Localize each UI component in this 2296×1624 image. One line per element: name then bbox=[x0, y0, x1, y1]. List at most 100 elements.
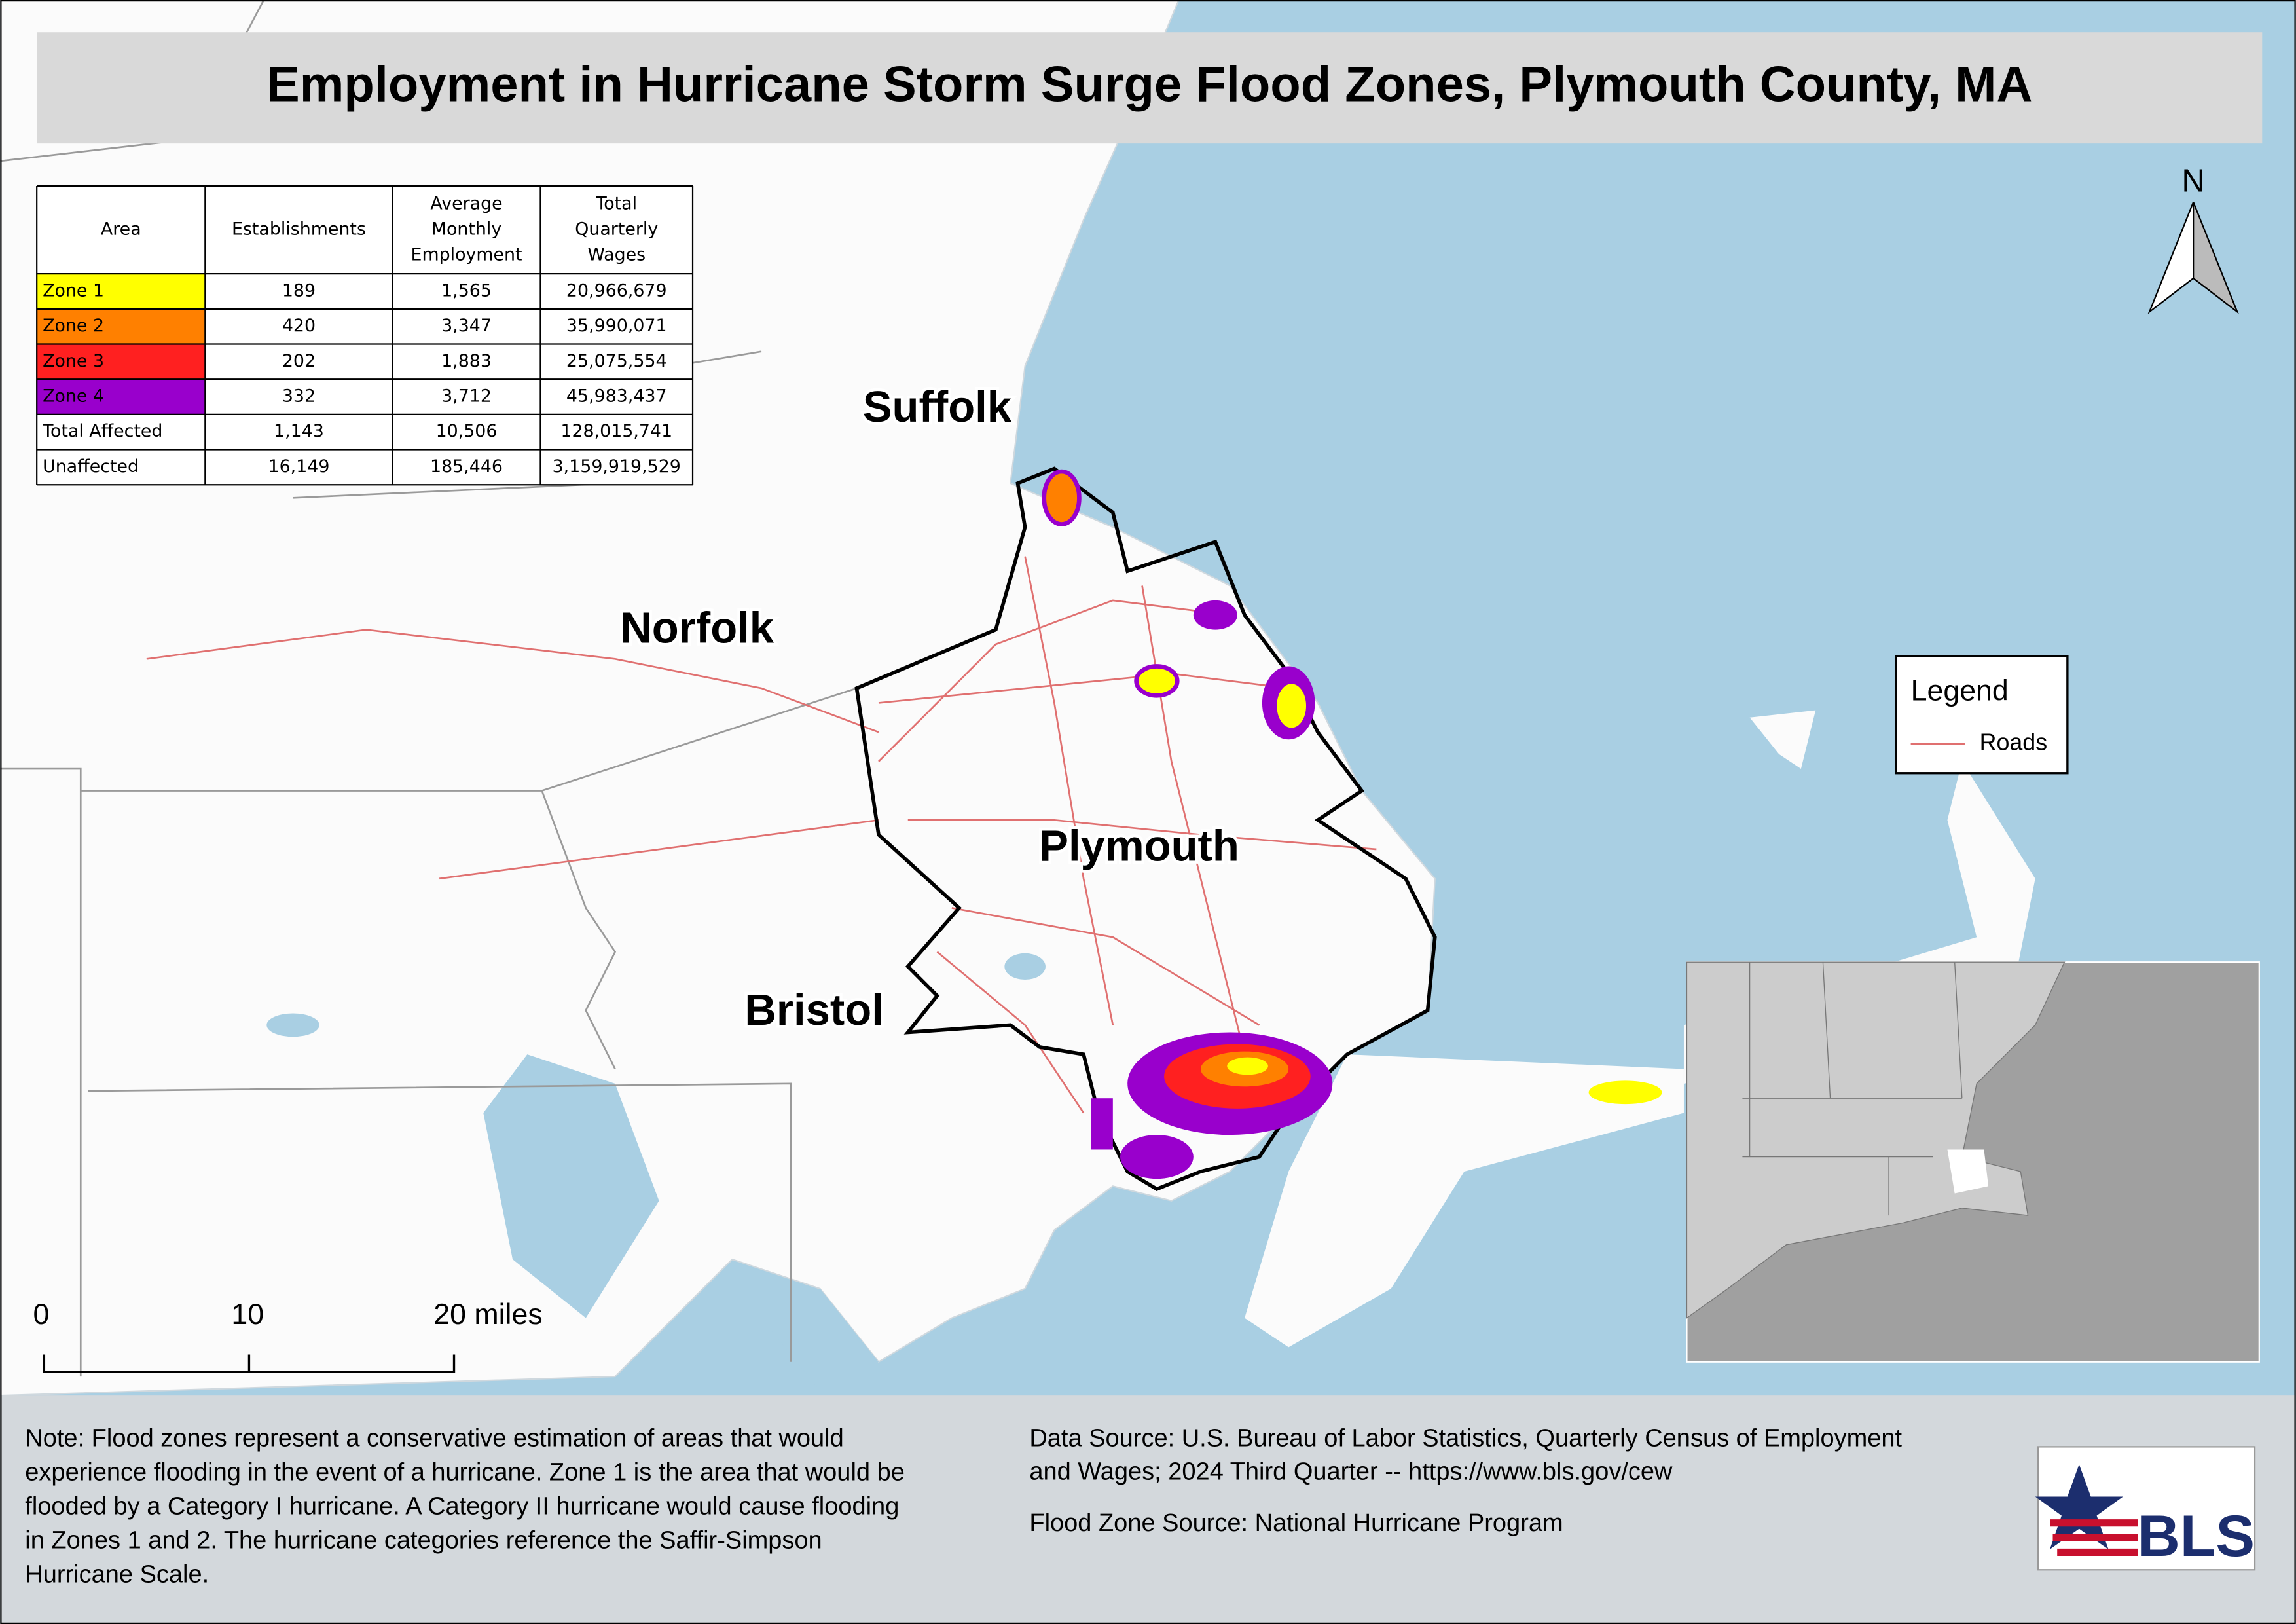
row-label: Zone 2 bbox=[43, 316, 104, 336]
north-arrow: N bbox=[2147, 163, 2239, 314]
table-cell: 16,149 bbox=[268, 456, 330, 477]
note-line: in Zones 1 and 2. The hurricane categori… bbox=[25, 1527, 822, 1555]
row-swatch bbox=[37, 379, 206, 415]
table-cell: 1,565 bbox=[441, 281, 492, 301]
note-line: Note: Flood zones represent a conservati… bbox=[25, 1424, 843, 1452]
bls-logo: BLS bbox=[2035, 1446, 2256, 1571]
inset-land bbox=[1686, 961, 2066, 1319]
zone-area bbox=[1193, 600, 1237, 630]
row-swatch bbox=[37, 274, 206, 309]
plymouth-outline bbox=[854, 466, 1437, 1191]
table-cell: 189 bbox=[282, 281, 316, 301]
table-cell: 1,143 bbox=[274, 421, 324, 441]
table-cell: 3,347 bbox=[441, 316, 492, 336]
county-labels: Suffolk Norfolk Plymouth Bristol bbox=[617, 379, 1242, 1037]
scale-bar: 0 10 20 miles bbox=[33, 1299, 543, 1374]
flood-zones bbox=[1042, 469, 1662, 1179]
road bbox=[907, 819, 1377, 851]
table-cell: 202 bbox=[282, 351, 316, 371]
table-cell: 3,712 bbox=[441, 386, 492, 407]
arrow-half bbox=[2193, 202, 2239, 314]
road bbox=[1024, 556, 1114, 1025]
cape-cod bbox=[1245, 1054, 1684, 1348]
scale-label: 10 bbox=[231, 1299, 264, 1331]
table-cell: 420 bbox=[282, 316, 316, 336]
county-label: Bristol bbox=[744, 986, 883, 1035]
zone-area bbox=[1588, 1080, 1662, 1105]
logo-stripes bbox=[2050, 1519, 2138, 1557]
lake bbox=[1004, 953, 1046, 980]
row-label: Zone 1 bbox=[43, 281, 104, 301]
road bbox=[936, 951, 1085, 1114]
table-header: Average bbox=[430, 193, 502, 213]
county-label: Suffolk bbox=[863, 382, 1012, 432]
row-swatch bbox=[37, 308, 206, 344]
boundary bbox=[88, 1082, 792, 1362]
table-header: Wages bbox=[587, 245, 646, 265]
county-label: Norfolk bbox=[620, 604, 774, 653]
row-label: Zone 4 bbox=[43, 386, 104, 407]
scale-label: 0 bbox=[33, 1299, 49, 1331]
table-cell: 45,983,437 bbox=[566, 386, 667, 407]
boundary bbox=[541, 790, 617, 1070]
zone-area bbox=[1091, 1098, 1113, 1150]
row-label: Total Affected bbox=[42, 421, 162, 441]
table-cell: 10,506 bbox=[436, 421, 498, 441]
legend-label: Roads bbox=[1980, 729, 2047, 755]
row-label: Unaffected bbox=[43, 456, 139, 477]
title-banner bbox=[37, 32, 2263, 144]
table-cell: 128,015,741 bbox=[560, 421, 672, 441]
table-cell: 1,883 bbox=[441, 351, 492, 371]
lake bbox=[266, 1013, 319, 1037]
source-line: Data Source: U.S. Bureau of Labor Statis… bbox=[1029, 1424, 1902, 1452]
scale-label: 20 miles bbox=[433, 1299, 543, 1331]
title: Employment in Hurricane Storm Surge Floo… bbox=[266, 56, 2032, 112]
boundary bbox=[0, 767, 82, 1377]
data-table: Area Establishments Average Monthly Employme… bbox=[36, 185, 694, 486]
zone-area bbox=[1277, 684, 1307, 728]
row-label: Zone 3 bbox=[43, 351, 104, 371]
table-header: Employment bbox=[411, 245, 522, 265]
note: Note: Flood zones represent a conservati… bbox=[25, 1424, 905, 1588]
note-line: flooded by a Category I hurricane. A Cat… bbox=[25, 1492, 899, 1520]
road bbox=[439, 819, 879, 880]
sources: Data Source: U.S. Bureau of Labor Statis… bbox=[1029, 1424, 1902, 1537]
table-header: Total bbox=[595, 193, 637, 213]
row-swatch bbox=[37, 414, 206, 450]
north-label: N bbox=[2181, 163, 2205, 199]
road bbox=[878, 673, 1289, 704]
note-line: experience flooding in the event of a hu… bbox=[25, 1458, 905, 1486]
row-swatch bbox=[37, 344, 206, 380]
inset-map bbox=[1686, 961, 2260, 1363]
logo-text: BLS bbox=[2138, 1503, 2255, 1568]
table-cell: 20,966,679 bbox=[566, 281, 667, 301]
table-header: Monthly bbox=[431, 219, 502, 240]
footer-panel bbox=[0, 1395, 2296, 1624]
row-swatch bbox=[37, 449, 206, 485]
note-line: Hurricane Scale. bbox=[25, 1561, 209, 1589]
bay bbox=[483, 1054, 659, 1318]
table-cell: 332 bbox=[282, 386, 316, 407]
logo-star bbox=[2035, 1464, 2123, 1549]
county-label: Plymouth bbox=[1039, 822, 1239, 871]
table-header: Quarterly bbox=[575, 219, 658, 240]
scale-line bbox=[43, 1354, 456, 1374]
legend: Legend Roads bbox=[1895, 655, 2069, 775]
road bbox=[146, 629, 615, 660]
cape-tip bbox=[1749, 710, 1816, 769]
table-cell: 35,990,071 bbox=[566, 316, 667, 336]
inset-borders bbox=[1742, 962, 1963, 1216]
table-cell: 185,446 bbox=[430, 456, 503, 477]
inset-highlight bbox=[1947, 1149, 1989, 1194]
road bbox=[951, 907, 1260, 1026]
table-header: Area bbox=[101, 219, 141, 240]
table-header: Establishments bbox=[232, 219, 366, 240]
legend-box bbox=[1895, 655, 2069, 775]
road bbox=[615, 657, 879, 733]
zone-area bbox=[1042, 469, 1082, 526]
legend-title: Legend bbox=[1911, 675, 2009, 707]
